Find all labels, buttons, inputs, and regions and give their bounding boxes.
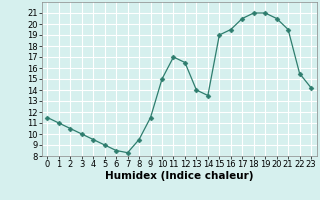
- X-axis label: Humidex (Indice chaleur): Humidex (Indice chaleur): [105, 171, 253, 181]
